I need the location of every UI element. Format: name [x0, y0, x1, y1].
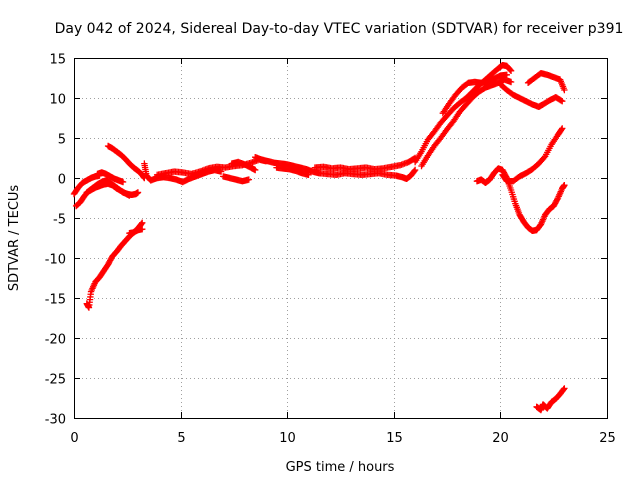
data-point: [138, 220, 145, 227]
data-point: [561, 86, 568, 94]
y-tick-label: -25: [45, 373, 66, 388]
series-track-16: [439, 71, 510, 117]
data-point: [559, 98, 566, 105]
x-tick-labels: 0 5 10 15 20 25: [70, 431, 615, 446]
series-track-3: [83, 180, 133, 199]
data-point: [560, 386, 567, 393]
series-track-8: [220, 173, 253, 185]
data-point: [507, 78, 515, 86]
axis-ticks: [74, 58, 608, 419]
series-track-14: [411, 62, 515, 166]
x-tick-label: 10: [279, 431, 296, 446]
data-point: [411, 167, 418, 175]
series-track-21: [83, 219, 146, 311]
data-point: [119, 178, 127, 186]
series-track-4: [94, 169, 127, 186]
data-point: [554, 196, 561, 203]
chart-title: Day 042 of 2024, Sidereal Day-to-day VTE…: [55, 21, 624, 37]
x-tick-label: 5: [177, 431, 185, 446]
y-tick-label: 15: [49, 53, 66, 68]
series-track-18: [524, 70, 568, 94]
plot-frame: [74, 58, 608, 419]
series-track-17: [497, 81, 566, 110]
y-tick-label: 0: [58, 173, 66, 188]
series-track-9: [228, 158, 259, 174]
y-tick-label: 5: [58, 133, 66, 148]
data-point: [558, 126, 565, 133]
series-track-13: [315, 166, 419, 182]
x-tick-label: 15: [386, 431, 403, 446]
y-tick-label: -10: [45, 253, 66, 268]
series-track-11: [273, 164, 312, 178]
series-track-15: [418, 76, 515, 170]
data-point: [557, 97, 565, 104]
series-track-22: [126, 226, 146, 237]
y-tick-label: -20: [45, 333, 66, 348]
series-track-20: [499, 125, 566, 185]
data-point: [139, 219, 146, 226]
series-track-1: [70, 172, 103, 198]
data-point: [507, 67, 515, 74]
data-point: [561, 385, 568, 392]
y-tick-labels: -30 -25 -20 -15 -10 -5 0 5 10 15: [45, 53, 66, 428]
data-point: [507, 66, 514, 74]
grid-lines: [74, 58, 607, 418]
data-point: [245, 176, 253, 183]
series-track-23: [533, 385, 568, 414]
x-tick-label: 20: [492, 431, 509, 446]
y-tick-label: -5: [53, 213, 66, 228]
data-point: [134, 189, 142, 196]
data-point: [559, 125, 566, 132]
data-point: [411, 166, 419, 174]
x-tick-label: 25: [599, 431, 616, 446]
y-tick-label: 10: [49, 93, 66, 108]
data-marks: [70, 62, 568, 414]
x-axis-label: GPS time / hours: [286, 460, 395, 475]
y-tick-label: -15: [45, 293, 66, 308]
data-point: [252, 166, 259, 174]
data-point: [503, 71, 510, 78]
series-track-10: [252, 154, 323, 177]
x-tick-label: 0: [70, 431, 78, 446]
series-track-5: [104, 142, 148, 182]
data-point: [305, 171, 312, 178]
y-tick-label: -30: [45, 413, 66, 428]
data-point: [126, 192, 133, 199]
data-point: [561, 182, 568, 189]
data-point: [139, 226, 146, 233]
y-axis-label: SDTVAR / TECUs: [7, 185, 22, 292]
series-track-12: [311, 154, 419, 173]
